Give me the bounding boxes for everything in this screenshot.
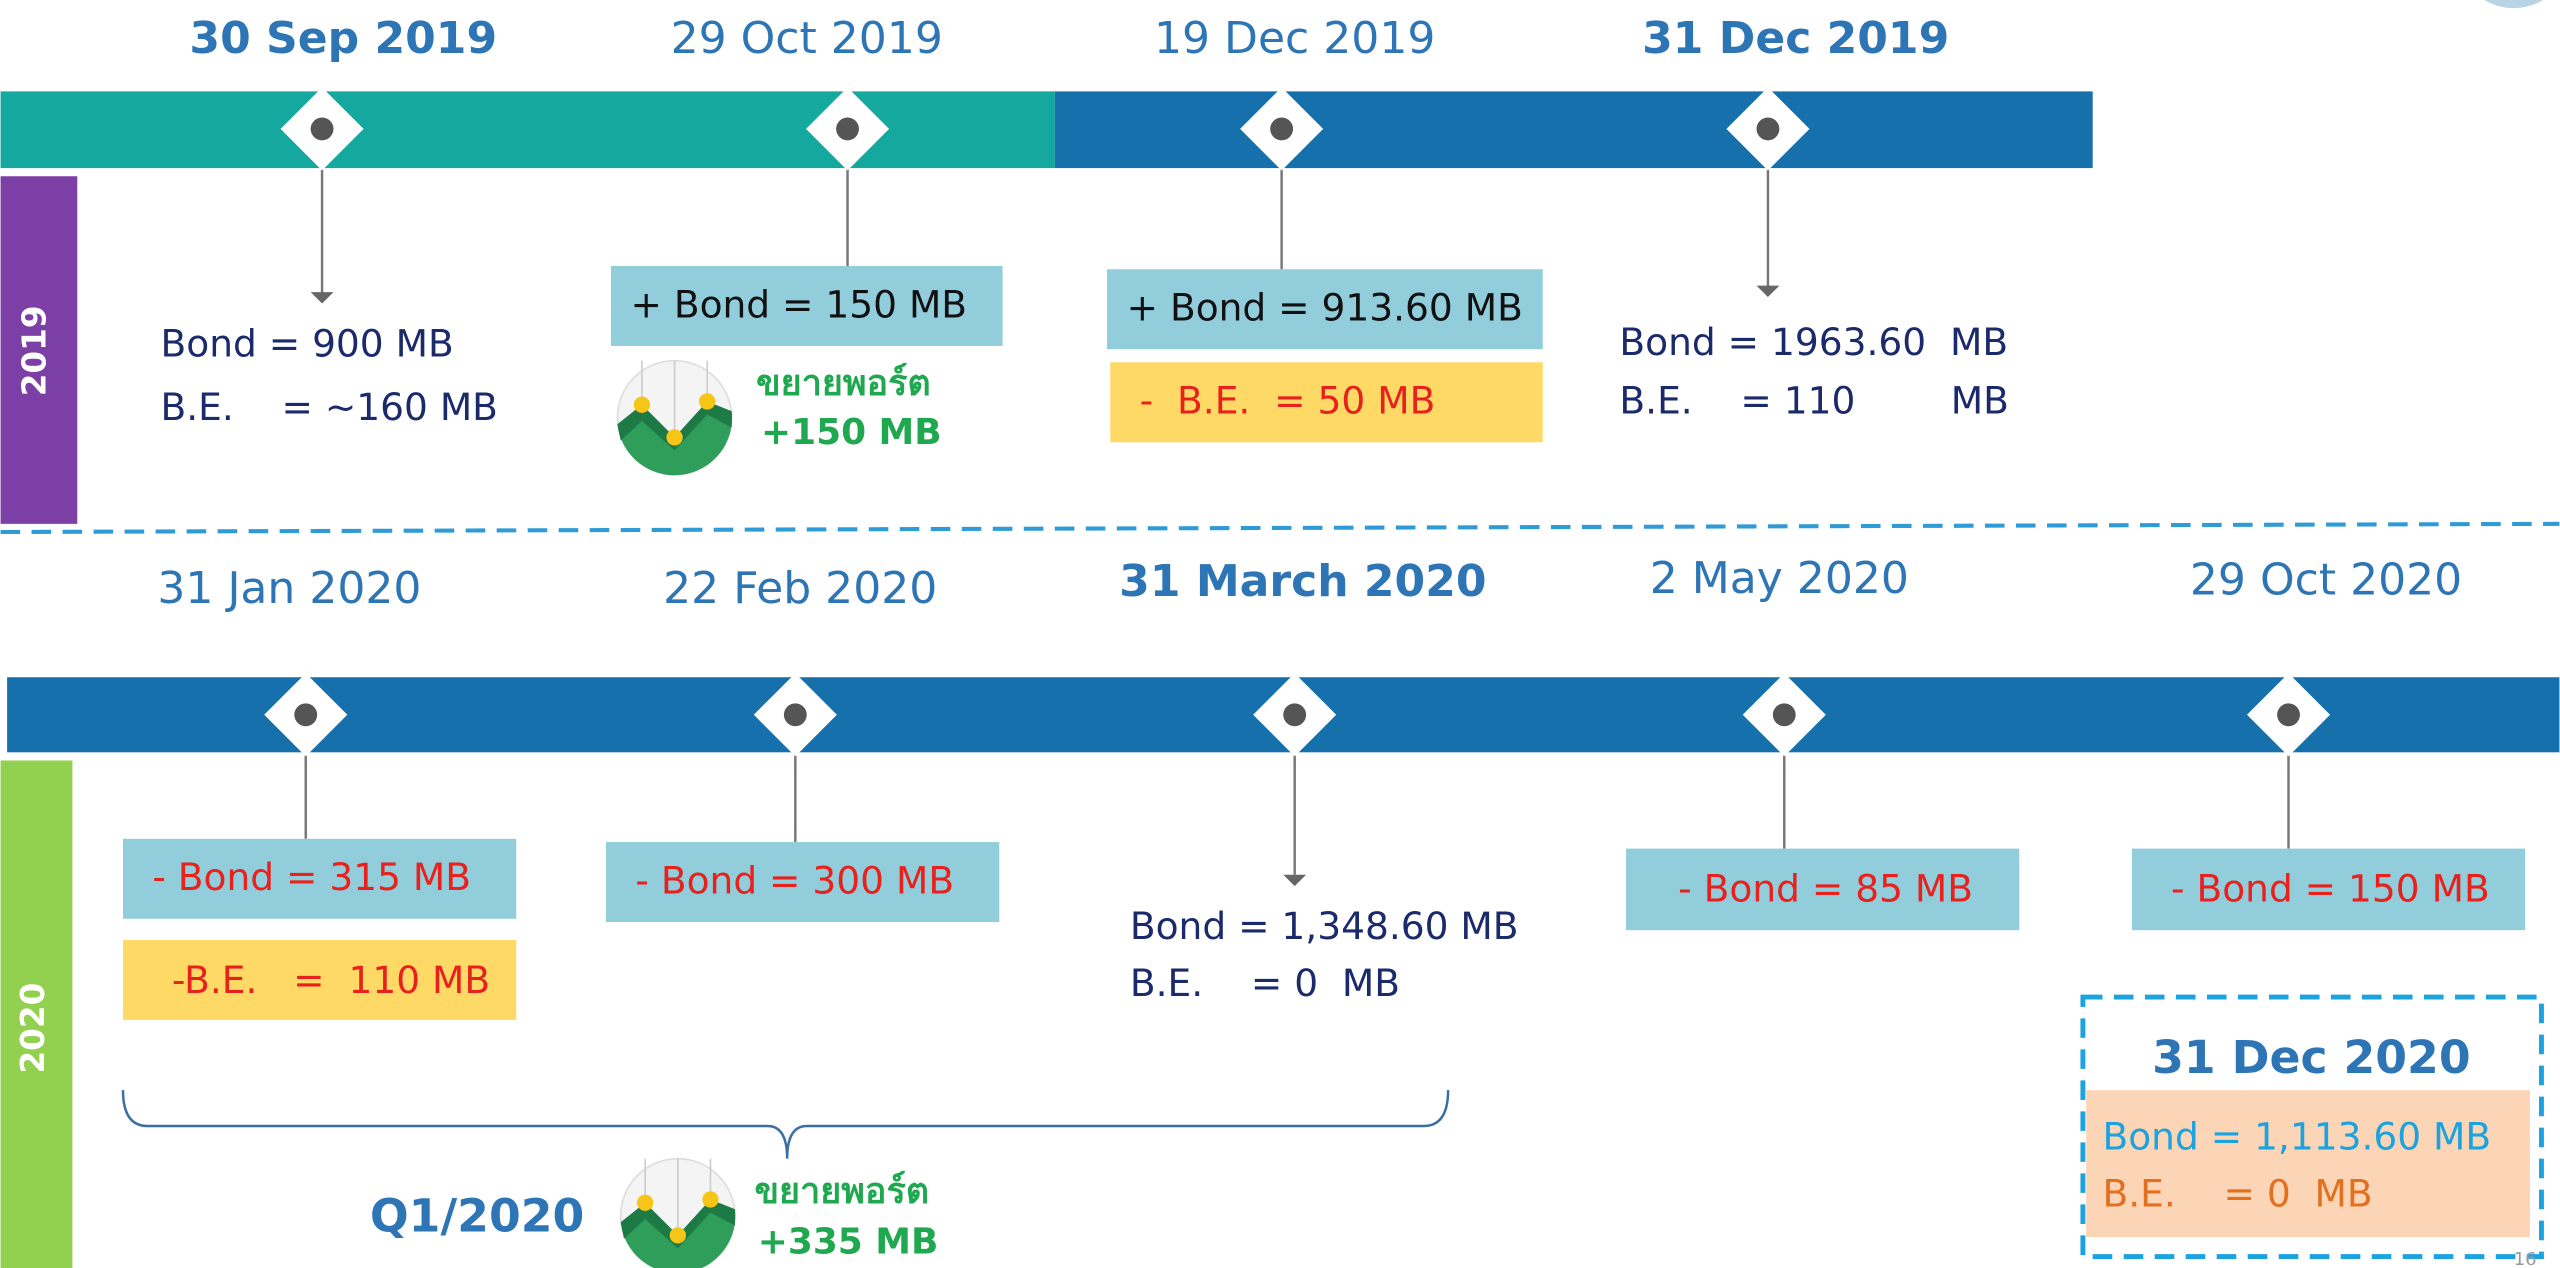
event-text: B.E. = 110 MB bbox=[1619, 379, 2008, 423]
summary-text: Bond = 1,113.60 MB bbox=[2102, 1115, 2491, 1159]
event-box bbox=[122, 939, 517, 1020]
brace bbox=[121, 1090, 1450, 1159]
event-text: - Bond = 85 MB bbox=[1678, 867, 1973, 911]
event-text: - Bond = 315 MB bbox=[152, 855, 471, 899]
date: 2 May 2020 bbox=[1650, 553, 1909, 604]
date: 31 March 2020 bbox=[1119, 556, 1486, 607]
event-text: + Bond = 913.60 MB bbox=[1127, 286, 1523, 330]
timeline-bar bbox=[0, 91, 1055, 169]
icon bbox=[619, 1157, 737, 1268]
event-box bbox=[2131, 848, 2526, 931]
date: 30 Sep 2019 bbox=[189, 13, 497, 64]
date: 19 Dec 2019 bbox=[1154, 13, 1435, 64]
note: ขยายพอร์ต bbox=[755, 1170, 930, 1212]
year-bar bbox=[0, 176, 78, 524]
event-box bbox=[1110, 362, 1543, 443]
date: 22 Feb 2020 bbox=[663, 563, 937, 614]
quarter-label: Q1/2020 bbox=[370, 1190, 584, 1243]
icon bbox=[616, 359, 733, 477]
year-label: 2020 bbox=[14, 983, 52, 1074]
timeline-bar bbox=[1054, 91, 2093, 169]
event-text: - B.E. = 50 MB bbox=[1140, 379, 1436, 423]
event-text: + Bond = 150 MB bbox=[630, 282, 967, 326]
event-box bbox=[610, 266, 1003, 346]
date: 31 Dec 2019 bbox=[1642, 13, 1949, 64]
summary-frame bbox=[2080, 994, 2544, 1260]
note: ขยายพอร์ต bbox=[756, 362, 931, 404]
event-box bbox=[1107, 269, 1543, 350]
event-text: - Bond = 300 MB bbox=[635, 858, 954, 902]
event-box bbox=[1625, 848, 2020, 931]
event-box bbox=[122, 838, 517, 919]
year-label: 2019 bbox=[15, 305, 53, 396]
summary-date: 31 Dec 2020 bbox=[2152, 1031, 2471, 1084]
event-text: B.E. = 0 MB bbox=[1130, 961, 1400, 1005]
summary-box bbox=[2086, 1090, 2531, 1237]
year-bar bbox=[0, 760, 73, 1268]
divider bbox=[0, 521, 2560, 535]
note: +335 MB bbox=[758, 1222, 939, 1263]
decoration bbox=[2484, 0, 2544, 9]
page-number: 16 bbox=[2514, 1249, 2537, 1268]
event-text: Bond = 1963.60 MB bbox=[1619, 320, 2008, 364]
date: 31 Jan 2020 bbox=[157, 563, 421, 614]
event-text: - Bond = 150 MB bbox=[2171, 867, 2490, 911]
event-text: Bond = 1,348.60 MB bbox=[1130, 904, 1519, 948]
event-text: -B.E. = 110 MB bbox=[172, 958, 490, 1002]
note: +150 MB bbox=[761, 412, 942, 453]
summary-text: B.E. = 0 MB bbox=[2102, 1172, 2372, 1216]
event-text: Bond = 900 MB bbox=[161, 321, 454, 365]
date: 29 Oct 2019 bbox=[671, 13, 943, 64]
date: 29 Oct 2020 bbox=[2190, 555, 2462, 606]
event-text: B.E. = ~160 MB bbox=[161, 385, 498, 429]
event-box bbox=[606, 842, 1000, 923]
